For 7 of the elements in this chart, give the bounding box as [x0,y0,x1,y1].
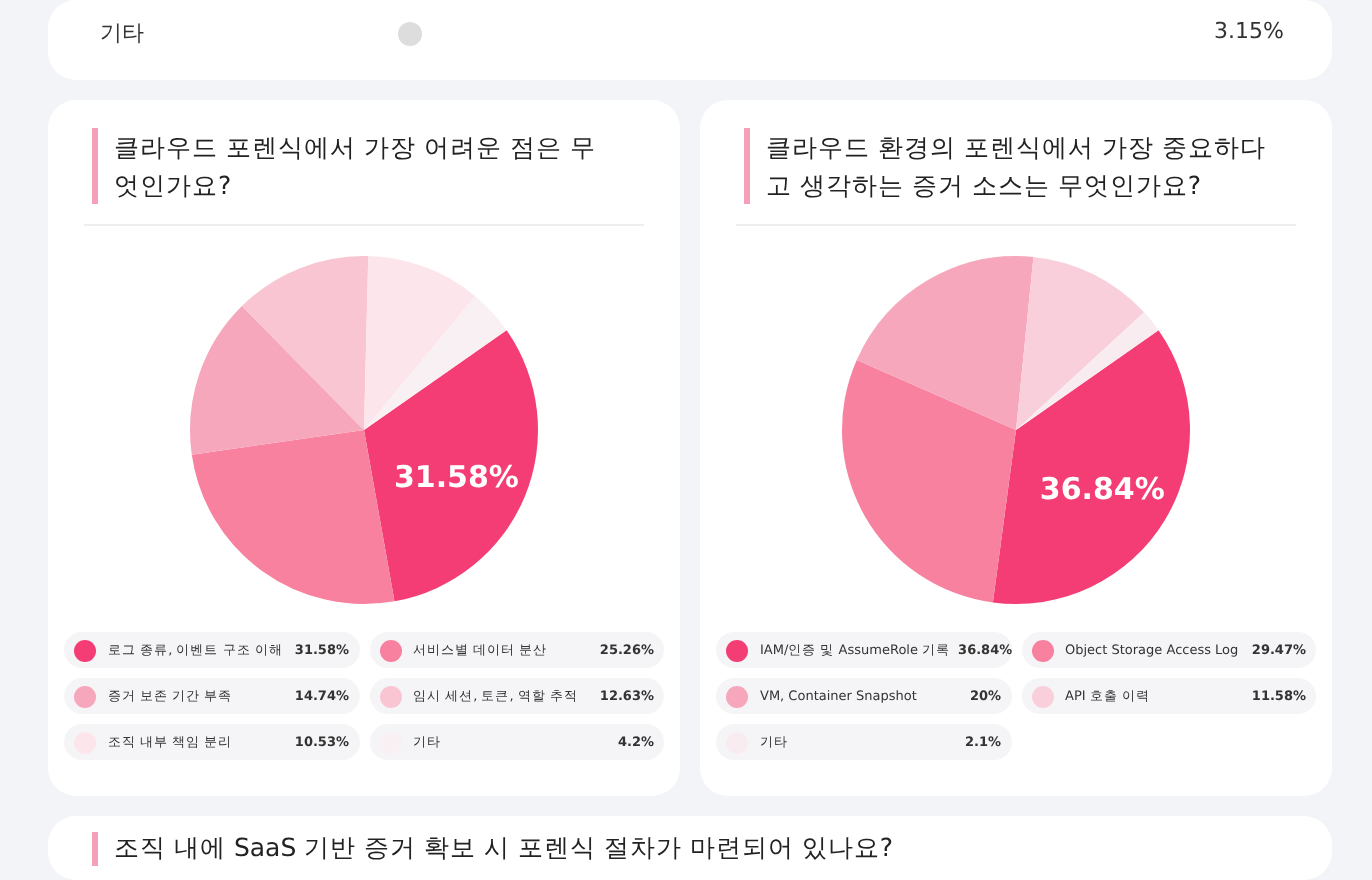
chart-title: 클라우드 포렌식에서 가장 어려운 점은 무엇인가요? [92,128,614,204]
text: 조직 내에 SaaS 기반 증거 확보 시 포렌식 절차가 마련되어 있나요? [92,832,894,866]
data-label: 31.58% [393,459,519,496]
data-label: 36.84% [1039,471,1165,507]
text: 기타 [100,18,144,48]
chart-title: 클라우드 환경의 포렌식에서 가장 중요하다고 생각하는 증거 소스는 무엇인가요? [744,128,1266,204]
text: 3.15% [1214,18,1284,44]
